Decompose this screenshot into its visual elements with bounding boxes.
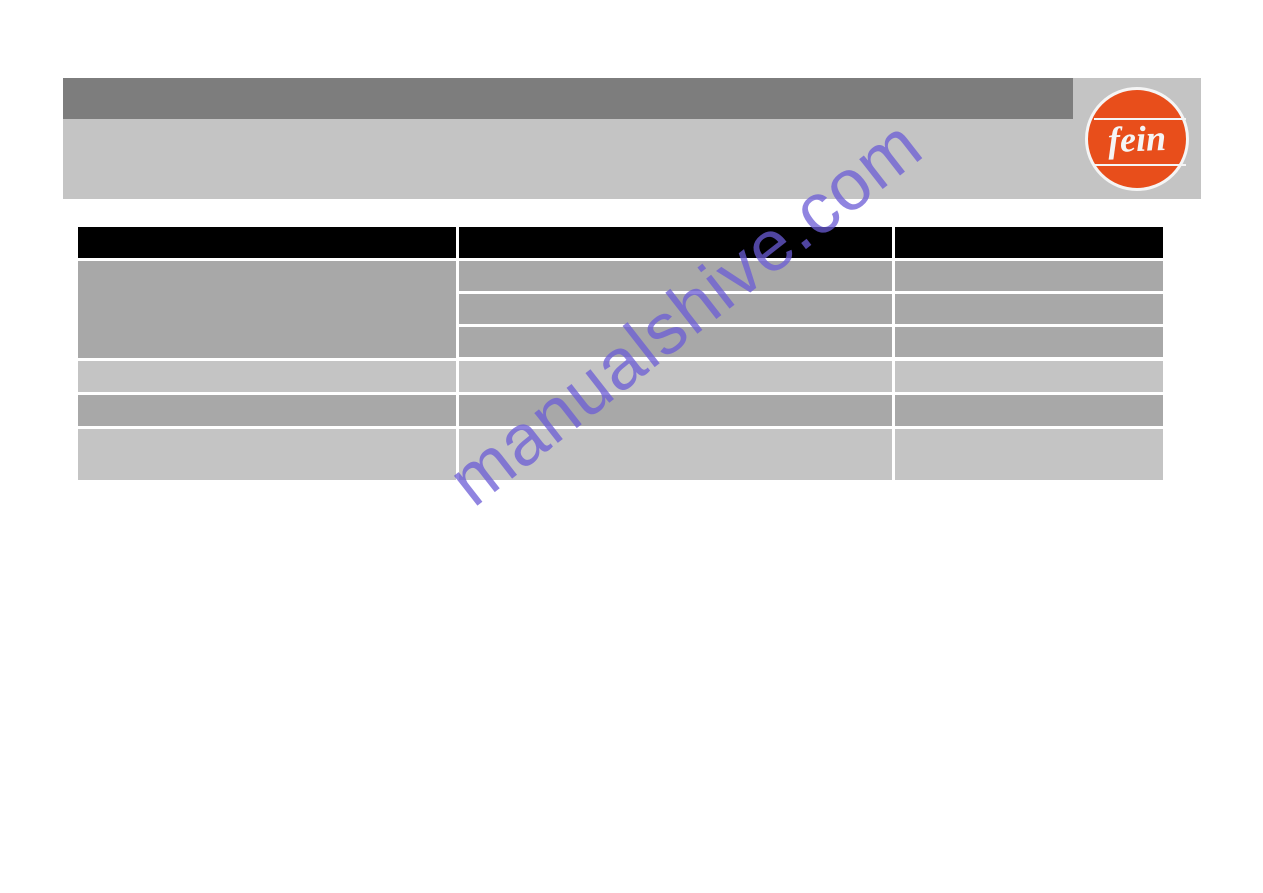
table-cell	[895, 361, 1163, 392]
table-row	[78, 361, 1163, 392]
table-cell	[78, 261, 456, 358]
table-cell	[459, 327, 892, 357]
table-cell	[459, 361, 892, 392]
table-cell	[78, 395, 456, 426]
logo-circle: fein	[1085, 87, 1189, 191]
logo-text: fein	[1107, 119, 1166, 157]
table-cell	[895, 294, 1163, 324]
table-cell	[459, 261, 892, 291]
table-cell	[895, 261, 1163, 291]
table-cell	[459, 429, 892, 480]
table-cell	[459, 395, 892, 426]
table-cell-stack	[895, 261, 1163, 358]
table-row	[78, 429, 1163, 480]
table-cell	[459, 294, 892, 324]
table-cell	[78, 361, 456, 392]
logo-box: fein	[1073, 78, 1201, 199]
table-header-cell	[895, 227, 1163, 258]
table-header-row	[78, 227, 1163, 258]
logo-line-bottom	[1094, 164, 1186, 166]
header-bar-light	[63, 119, 1073, 199]
table-header-cell	[459, 227, 892, 258]
table-cell	[78, 429, 456, 480]
table-cell	[895, 395, 1163, 426]
page-container: fein	[63, 78, 1201, 199]
table-row	[78, 395, 1163, 426]
table-row	[78, 261, 1163, 358]
table-cell	[895, 327, 1163, 357]
table-cell	[895, 429, 1163, 480]
table-header-cell	[78, 227, 456, 258]
header-bar-dark	[63, 78, 1073, 119]
table-cell-stack	[459, 261, 892, 358]
spec-table	[78, 227, 1163, 480]
